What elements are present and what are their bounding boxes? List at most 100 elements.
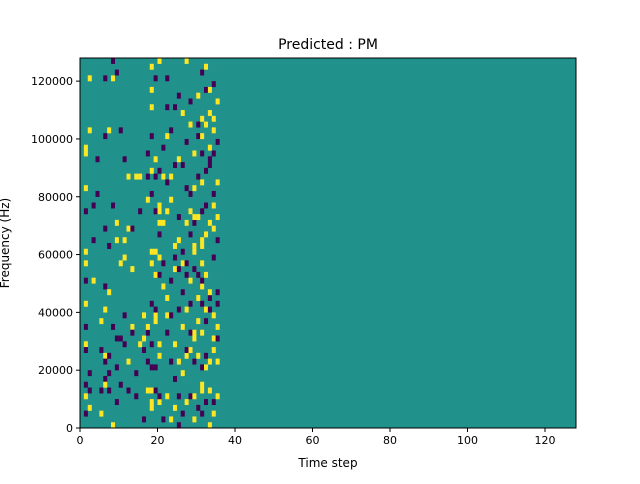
heatmap-cell-high [215,179,220,186]
heatmap-cell-low [188,231,193,238]
heatmap-cell-high [200,237,205,244]
heatmap-cell-low [122,341,127,348]
heatmap-cell-high [145,387,150,394]
heatmap-cell-high [103,352,108,359]
heatmap-cell-high [157,399,162,406]
heatmap-cell-low [204,202,209,209]
heatmap-cell-high [173,404,178,411]
heatmap-cell-low [173,162,178,168]
heatmap-cell-low [161,416,166,423]
y-tick-label: 100000 [31,133,73,146]
heatmap-cell-high [176,358,181,365]
heatmap-cell-high [173,266,178,273]
heatmap-cell-low [207,162,212,168]
heatmap-cell-low [176,266,181,273]
heatmap-cell-high [211,225,216,232]
heatmap-cell-low [87,370,92,377]
heatmap-cell-high [153,318,158,325]
heatmap-cell-high [165,312,170,319]
heatmap-cell-low [103,133,108,140]
heatmap-cell-low [138,208,143,215]
heatmap-cell-low [176,422,181,429]
heatmap-cell-low [196,133,201,140]
heatmap-cell-high [99,410,104,417]
heatmap-cell-low [95,190,100,197]
heatmap-cell-low [149,190,154,197]
heatmap-cell-high [153,156,158,163]
heatmap-cell-high [138,173,143,180]
heatmap-cell-high [192,329,197,336]
heatmap-cell-low [184,271,189,278]
heatmap-cell-low [180,248,185,255]
heatmap-cell-low [196,271,201,278]
heatmap-cell-high [118,260,123,267]
heatmap-cell-high [83,185,88,192]
y-axis: 0 20000 40000 60000 80000 100000 120000 [31,75,80,435]
heatmap-cell-high [211,410,216,417]
heatmap-cell-high [211,347,216,353]
heatmap-cell-low [118,381,123,388]
heatmap-cell-high [157,219,162,226]
y-tick-label: 20000 [38,364,73,377]
heatmap-cell-high [142,335,147,342]
heatmap-cell-low [153,364,158,371]
heatmap-cell-low [103,358,108,365]
heatmap-cell-high [83,150,88,157]
heatmap-cell-high [165,295,170,301]
heatmap-cell-low [83,381,88,388]
heatmap-cell-low [180,289,185,296]
x-tick-label: 100 [457,434,478,447]
heatmap-cell-low [192,358,197,365]
heatmap-cell-high [157,341,162,348]
heatmap-cell-high [114,237,119,244]
heatmap-cell-high [83,260,88,267]
heatmap-cell-low [200,277,205,284]
heatmap-cell-low [153,306,158,313]
heatmap-cell-high [207,86,212,93]
heatmap-cell-high [153,248,158,255]
heatmap-cell-low [165,179,170,186]
heatmap-cell-high [126,173,131,180]
heatmap-cell-high [130,323,135,330]
heatmap-cell-high [184,58,189,64]
heatmap-cell-low [200,364,205,371]
heatmap-cell-high [200,260,205,267]
heatmap-cell-low [99,347,104,353]
y-tick-label: 60000 [38,249,73,262]
heatmap-cell-low [169,358,174,365]
heatmap-background [80,58,576,428]
heatmap-cell-high [184,399,189,406]
heatmap-cell-high [204,63,209,70]
heatmap-cell-low [184,260,189,267]
heatmap-cell-low [149,300,154,307]
heatmap-cell-high [211,312,216,319]
heatmap-cell-low [207,156,212,163]
y-axis-label: Frequency (Hz) [0,198,12,289]
heatmap-cell-high [192,214,197,221]
heatmap-cell-low [142,416,147,423]
heatmap-cell-high [87,404,92,411]
heatmap-cell-high [149,387,154,394]
heatmap-cell-low [142,347,147,353]
heatmap-cell-low [196,173,201,180]
heatmap-cell-low [211,150,216,157]
heatmap-cell-high [192,243,197,249]
heatmap-cell-high [180,260,185,267]
heatmap-cell-low [184,347,189,353]
heatmap-cell-low [200,300,205,307]
heatmap-cell-low [188,300,193,307]
heatmap-cell-low [83,347,88,353]
heatmap-cell-high [196,352,201,359]
heatmap-cell-high [180,323,185,330]
heatmap-cell-high [200,283,205,290]
heatmap-cell-high [134,173,139,180]
heatmap-cell-high [87,75,92,82]
heatmap-cell-high [211,115,216,122]
heatmap-cell-low [153,208,158,215]
heatmap-cell-low [114,335,119,342]
heatmap-cell-high [200,115,205,122]
heatmap-cell-low [207,306,212,313]
heatmap-cell-low [188,98,193,105]
heatmap-cell-high [207,387,212,394]
